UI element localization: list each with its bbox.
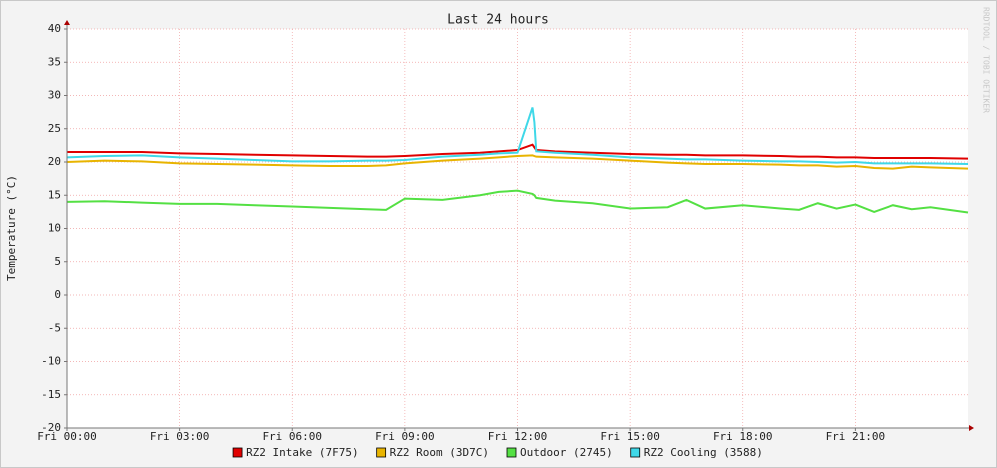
legend-label: RZ2 Cooling (3588) [644,446,763,459]
x-tick-label: Fri 09:00 [375,430,435,443]
legend-label: RZ2 Intake (7F75) [246,446,359,459]
y-tick-label: 0 [54,288,61,301]
x-tick-label: Fri 03:00 [150,430,210,443]
legend-label: RZ2 Room (3D7C) [390,446,489,459]
legend-swatch [376,447,387,458]
x-axis-arrow [969,425,974,431]
series-line [66,189,969,214]
series-line [66,154,969,170]
x-tick-label: Fri 00:00 [37,430,97,443]
y-tick-label: 20 [48,155,61,168]
y-tick-label: 15 [48,188,61,201]
y-tick-label: 40 [48,22,61,35]
series-line [66,107,969,165]
chart-title: Last 24 hours [447,13,549,28]
y-tick-label: -20 [41,421,61,434]
y-tick-label: 10 [48,222,61,235]
y-axis-arrow [64,20,70,25]
legend-swatch [630,447,641,458]
y-tick-label: -5 [48,321,61,334]
legend-swatch [506,447,517,458]
y-axis-label: Temperature (°C) [5,175,18,281]
x-tick-label: Fri 12:00 [488,430,548,443]
x-tick-label: Fri 21:00 [826,430,886,443]
legend-label: Outdoor (2745) [520,446,613,459]
y-tick-label: -10 [41,355,61,368]
x-tick-label: Fri 15:00 [600,430,660,443]
x-tick-label: Fri 18:00 [713,430,773,443]
legend-swatch [232,447,243,458]
y-tick-label: 35 [48,55,61,68]
y-tick-label: 25 [48,122,61,135]
x-tick-label: Fri 06:00 [262,430,322,443]
watermark: RRDTOOL / TOBI OETIKER [982,7,991,113]
y-tick-label: -15 [41,388,61,401]
y-tick-label: 30 [48,89,61,102]
y-tick-label: 5 [54,255,61,268]
